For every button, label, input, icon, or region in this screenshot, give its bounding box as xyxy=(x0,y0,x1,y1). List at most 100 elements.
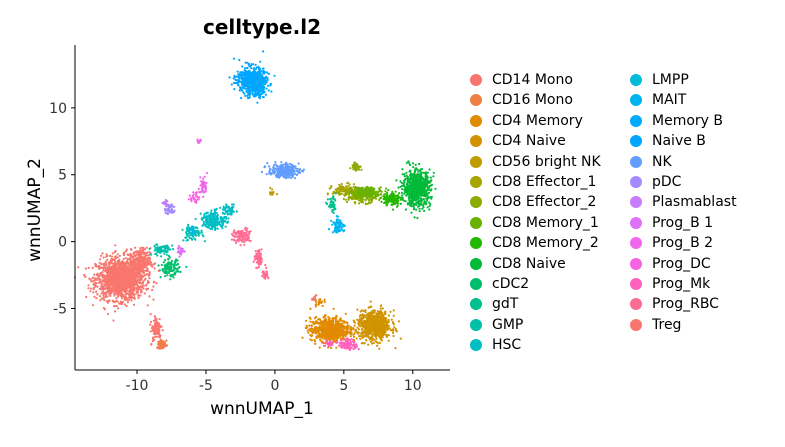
point xyxy=(122,252,125,255)
point xyxy=(148,277,151,280)
point xyxy=(370,189,374,192)
point xyxy=(362,325,365,328)
point xyxy=(330,186,333,189)
point xyxy=(428,208,431,211)
point xyxy=(115,299,118,303)
point xyxy=(392,331,395,334)
point xyxy=(369,330,372,333)
point xyxy=(392,334,395,338)
point xyxy=(118,277,121,280)
point xyxy=(415,179,418,182)
point xyxy=(387,198,390,201)
point xyxy=(314,305,317,308)
point xyxy=(166,274,169,277)
point xyxy=(379,341,382,344)
point xyxy=(125,298,128,302)
point xyxy=(148,256,151,259)
point xyxy=(106,268,109,271)
point xyxy=(139,275,142,279)
point xyxy=(145,284,148,287)
point xyxy=(112,258,115,261)
point xyxy=(104,270,107,273)
point xyxy=(397,186,400,189)
point xyxy=(416,191,419,194)
point xyxy=(380,325,383,328)
series-hsc xyxy=(194,203,238,231)
point xyxy=(410,211,413,214)
point xyxy=(164,272,167,275)
point xyxy=(409,176,412,179)
point xyxy=(406,175,410,179)
point xyxy=(137,253,140,256)
point xyxy=(403,181,406,184)
point xyxy=(325,329,328,333)
point xyxy=(143,248,147,251)
point xyxy=(100,273,103,276)
point xyxy=(379,304,383,307)
point xyxy=(322,326,325,329)
point xyxy=(112,278,115,281)
point xyxy=(327,330,330,333)
point xyxy=(102,267,105,270)
point xyxy=(129,295,133,298)
point xyxy=(418,207,421,210)
point xyxy=(410,181,413,184)
point xyxy=(132,281,135,284)
point xyxy=(338,190,341,193)
point xyxy=(311,327,314,331)
point xyxy=(341,336,344,339)
point xyxy=(366,328,369,331)
point xyxy=(416,205,420,208)
point xyxy=(313,338,316,342)
point xyxy=(106,266,109,269)
point xyxy=(169,278,172,281)
point xyxy=(138,280,141,283)
point xyxy=(340,326,344,329)
point xyxy=(319,320,323,323)
point xyxy=(416,173,419,176)
point xyxy=(345,200,349,204)
point xyxy=(339,185,342,188)
point xyxy=(370,194,373,197)
point xyxy=(159,325,162,328)
point xyxy=(366,319,369,322)
point xyxy=(408,195,411,198)
point xyxy=(422,171,425,174)
point xyxy=(408,188,411,191)
point xyxy=(317,332,320,335)
point xyxy=(84,267,87,270)
point xyxy=(198,232,201,235)
point xyxy=(153,323,157,326)
point xyxy=(171,273,174,276)
point xyxy=(376,310,379,313)
point xyxy=(403,175,406,178)
point xyxy=(358,193,362,196)
point xyxy=(200,231,203,234)
point xyxy=(138,272,141,275)
point xyxy=(108,299,111,302)
point xyxy=(164,259,167,262)
point xyxy=(160,255,163,258)
point xyxy=(116,292,119,295)
point xyxy=(420,185,423,188)
point xyxy=(125,276,128,279)
point xyxy=(347,198,350,201)
point xyxy=(305,324,308,327)
point xyxy=(143,266,146,269)
point xyxy=(107,276,110,279)
point xyxy=(115,282,118,285)
point xyxy=(324,320,327,324)
point xyxy=(326,335,329,338)
point xyxy=(110,255,114,258)
point xyxy=(129,287,132,291)
point xyxy=(95,290,98,293)
point xyxy=(136,258,139,261)
point xyxy=(379,316,383,319)
point xyxy=(331,327,334,331)
point xyxy=(98,261,101,264)
point xyxy=(92,276,95,279)
point xyxy=(149,313,152,316)
point xyxy=(426,176,429,180)
point xyxy=(320,334,323,337)
